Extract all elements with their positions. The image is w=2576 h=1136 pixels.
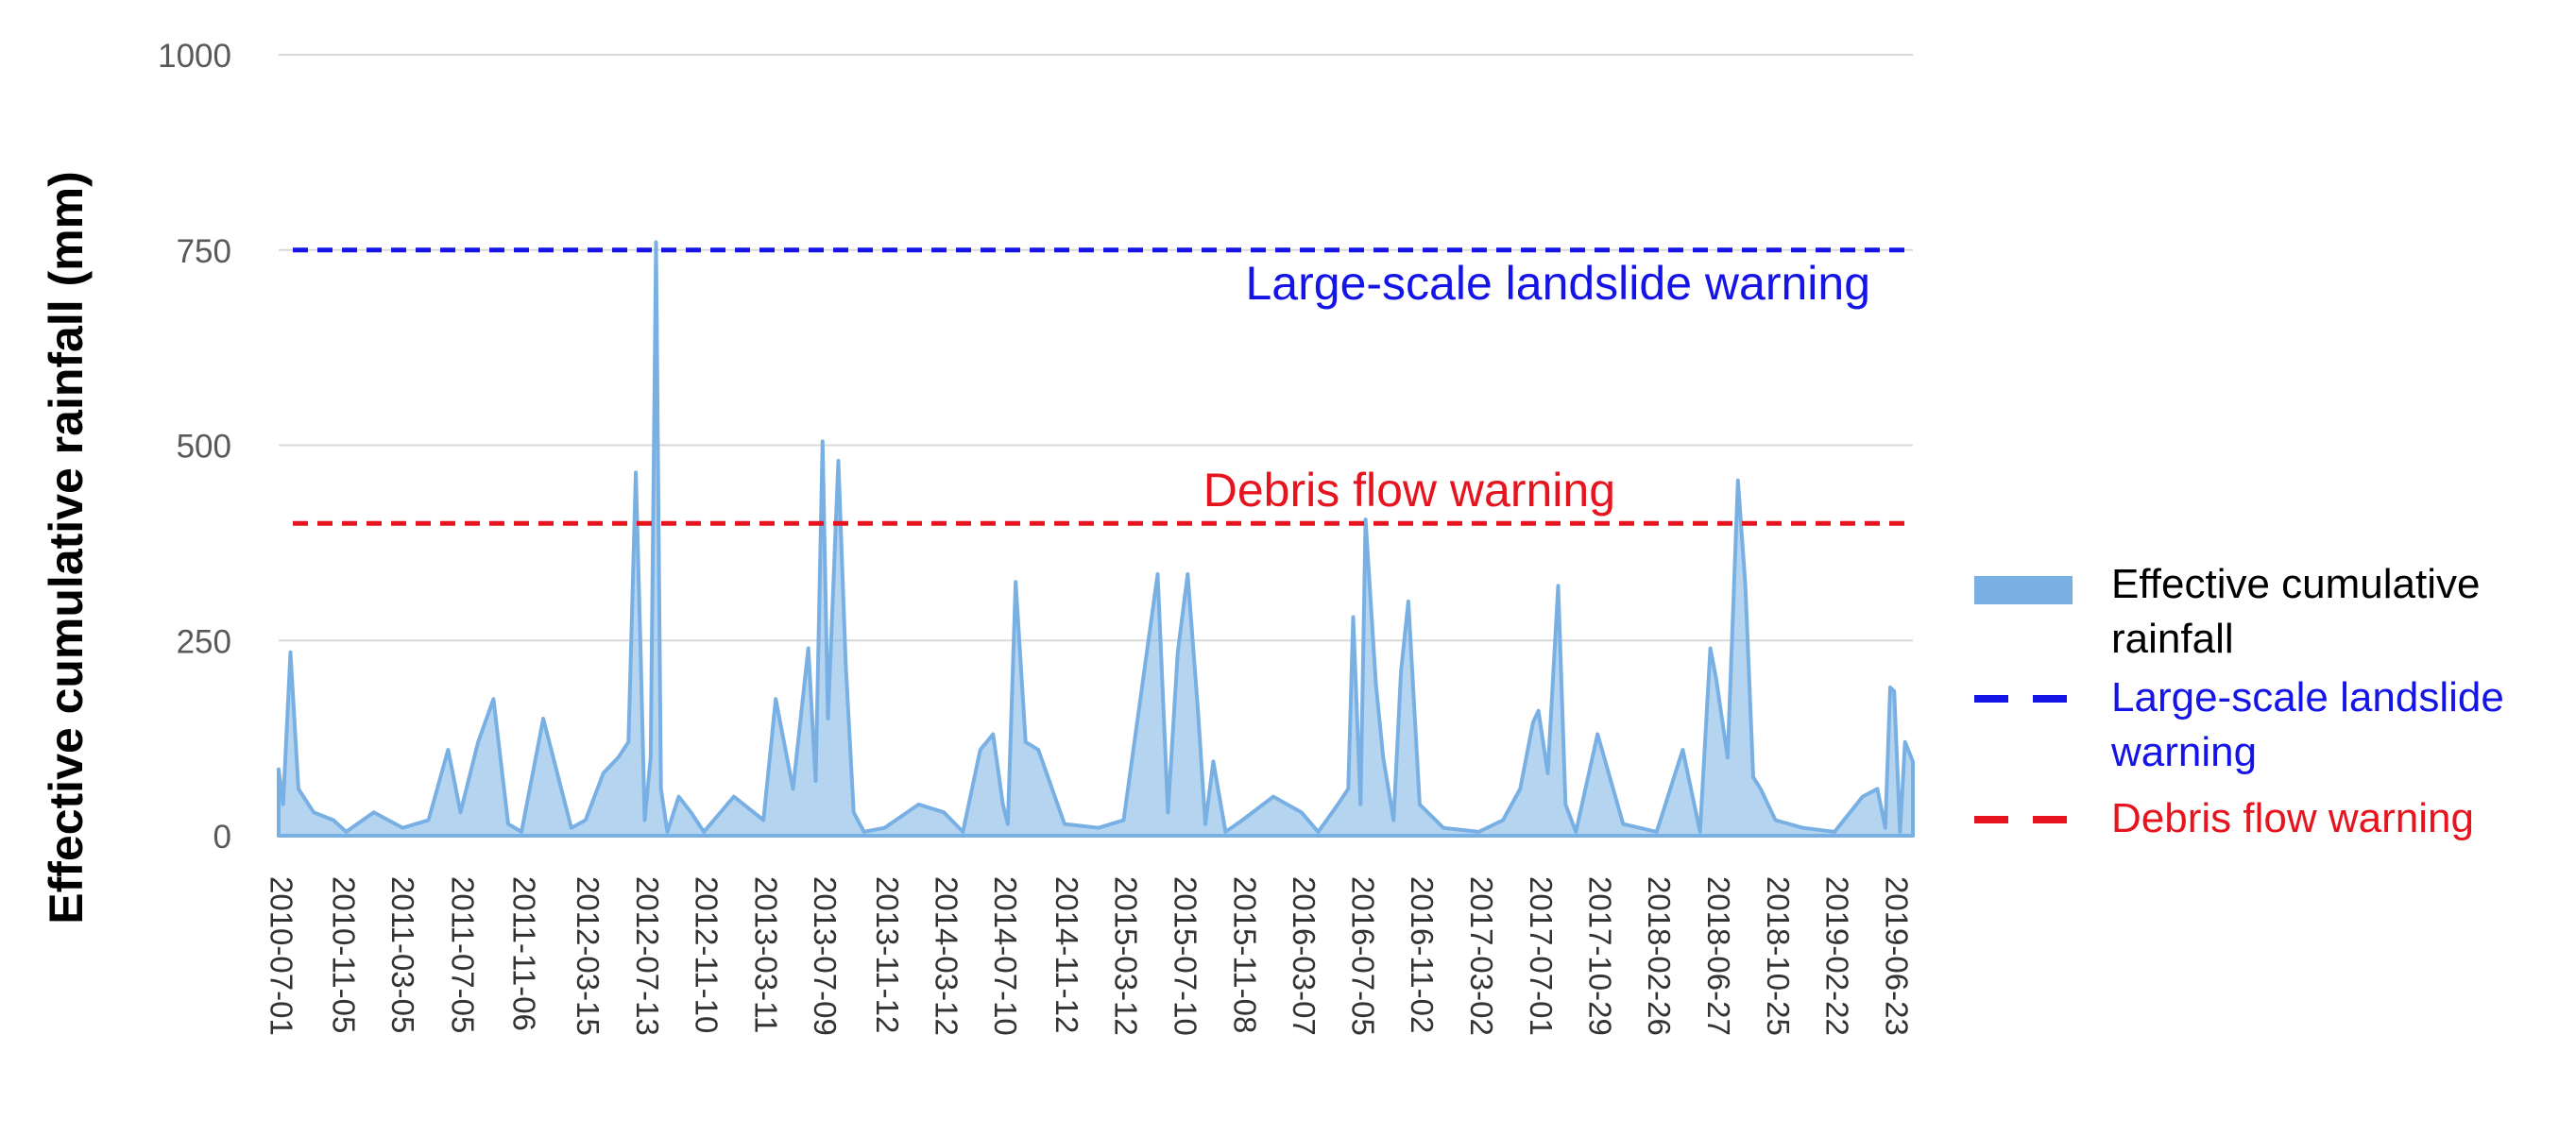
x-tick-label: 2011-03-05 xyxy=(385,876,420,1033)
x-tick-label: 2013-07-09 xyxy=(808,876,843,1036)
x-tick-label: 2018-10-25 xyxy=(1761,876,1796,1036)
x-tick-label: 2014-07-10 xyxy=(988,876,1023,1036)
legend: Effective cumulative rainfall Large-scal… xyxy=(1974,557,2560,848)
x-tick-label: 2015-11-08 xyxy=(1227,876,1262,1033)
grid-lines xyxy=(279,54,1913,837)
legend-item-debris: Debris flow warning xyxy=(1974,791,2560,848)
y-tick-label: 1000 xyxy=(158,38,231,75)
series-area xyxy=(277,240,1915,838)
x-tick-label: 2012-07-13 xyxy=(630,876,665,1036)
x-tick-label: 2016-11-02 xyxy=(1405,876,1440,1033)
x-tick-label: 2017-03-02 xyxy=(1464,876,1499,1036)
reference-lines: Large-scale landslide warning Debris flow… xyxy=(293,247,1913,526)
x-tick-label: 2016-07-05 xyxy=(1346,876,1381,1036)
y-tick-label: 500 xyxy=(177,429,231,466)
x-tick-label: 2012-11-10 xyxy=(689,876,724,1033)
x-tick-label: 2014-03-12 xyxy=(929,876,964,1036)
x-tick-label: 2011-11-06 xyxy=(506,876,541,1031)
y-tick-label: 750 xyxy=(177,233,231,270)
legend-label-debris: Debris flow warning xyxy=(2111,795,2474,841)
y-axis-label: Effective cumulative rainfall (mm) xyxy=(40,171,93,924)
x-tick-label: 2015-03-12 xyxy=(1109,876,1144,1036)
x-tick-label: 2016-03-07 xyxy=(1287,876,1322,1036)
series-rainfall-area xyxy=(277,240,1915,838)
x-tick-label: 2018-02-26 xyxy=(1642,876,1677,1036)
x-tick-label: 2017-07-01 xyxy=(1524,876,1559,1036)
x-tick-label: 2011-07-05 xyxy=(446,876,481,1033)
reference-line-label: Debris flow warning xyxy=(1203,464,1615,517)
legend-swatch-debris xyxy=(1974,816,2073,823)
legend-item-rainfall: Effective cumulative rainfall xyxy=(1974,557,2560,670)
legend-label-rainfall: Effective cumulative rainfall xyxy=(2111,561,2481,662)
reference-line-label: Large-scale landslide warning xyxy=(1246,257,1871,310)
y-tick-label: 0 xyxy=(213,819,231,856)
y-tick-labels: 0 250 500 750 1000 xyxy=(158,38,231,856)
x-tick-label: 2017-10-29 xyxy=(1582,876,1617,1036)
x-tick-labels: 2010-07-01 2010-11-05 2011-03-05 2011-07-05… xyxy=(264,876,1914,1036)
x-tick-label: 2019-06-23 xyxy=(1879,876,1914,1036)
legend-label-landslide: Large-scale landslide warning xyxy=(2111,674,2504,775)
x-tick-label: 2013-11-12 xyxy=(870,876,905,1033)
x-tick-label: 2010-11-05 xyxy=(327,876,362,1033)
x-tick-label: 2019-02-22 xyxy=(1819,876,1854,1036)
y-tick-label: 250 xyxy=(177,623,231,660)
legend-item-landslide: Large-scale landslide warning xyxy=(1974,670,2560,791)
legend-swatch-landslide xyxy=(1974,695,2073,703)
x-tick-label: 2010-07-01 xyxy=(264,876,299,1036)
x-tick-label: 2012-03-15 xyxy=(571,876,606,1036)
legend-swatch-rainfall xyxy=(1974,576,2073,604)
x-tick-label: 2014-11-12 xyxy=(1049,876,1084,1033)
x-tick-label: 2018-06-27 xyxy=(1701,876,1736,1036)
x-tick-label: 2015-07-10 xyxy=(1168,876,1203,1036)
x-tick-label: 2013-03-11 xyxy=(748,876,783,1033)
